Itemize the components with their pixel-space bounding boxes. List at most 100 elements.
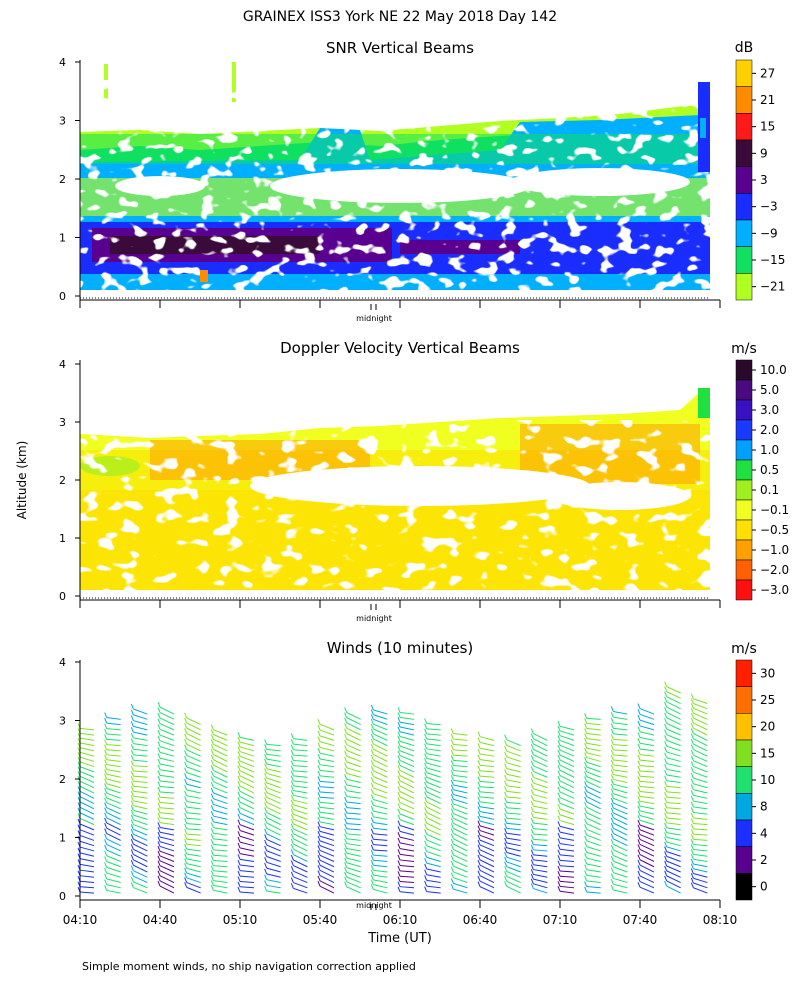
wind-barb	[133, 795, 148, 799]
wind-barb	[639, 725, 655, 731]
wind-barb-flag	[184, 823, 188, 830]
wind-barb-flag	[104, 812, 108, 818]
wind-barb	[613, 854, 628, 862]
wind-barb-flag	[504, 823, 508, 829]
wind-barb	[666, 875, 681, 883]
wind-barb	[106, 817, 121, 826]
wind-barb-flag	[237, 780, 241, 787]
wind-barb	[319, 806, 335, 810]
wind-barb-flag	[584, 728, 588, 734]
wind-barb-flag	[397, 707, 401, 713]
wind-barb	[506, 861, 521, 868]
wind-barb	[79, 790, 95, 799]
wind-barb-flag	[450, 749, 454, 756]
wind-barb-flag	[450, 823, 454, 829]
wind-barb	[239, 858, 255, 862]
wind-barb	[79, 869, 95, 873]
wind-barb	[373, 754, 388, 762]
wind-barb	[666, 691, 681, 699]
wind-barb-flag	[104, 749, 108, 755]
wind-barb-flag	[664, 723, 668, 730]
wind-barb	[373, 884, 388, 889]
wind-barb-flag	[290, 833, 294, 840]
wind-barb-flag	[690, 717, 694, 724]
wind-barb	[266, 792, 281, 799]
wind-barb-flag	[504, 740, 508, 746]
wind-barb	[266, 743, 281, 747]
wind-barb-flag	[424, 767, 428, 773]
wind-barb-flag	[317, 855, 321, 861]
wind-barb	[319, 864, 335, 873]
wind-barb	[559, 820, 575, 826]
wind-barb-flag	[344, 756, 348, 763]
snr-colorbar-label: −3	[760, 200, 778, 214]
wind-barb-flag	[477, 786, 481, 793]
wind-barb	[373, 827, 388, 831]
wind-barb	[639, 719, 655, 726]
wind-barb	[346, 867, 361, 873]
wind-barb	[186, 848, 201, 852]
wind-barb-flag	[557, 781, 561, 787]
wind-barb	[479, 811, 495, 815]
wind-barb	[559, 725, 575, 731]
wind-barb-flag	[157, 855, 161, 861]
wind-barb-flag	[397, 745, 401, 751]
wind-barb-flag	[344, 818, 348, 824]
wind-barb-flag	[157, 729, 161, 736]
wind-barb	[639, 800, 655, 805]
wind-barb-flag	[237, 813, 241, 820]
wind-barb-flag	[610, 812, 614, 819]
wind-barb	[426, 828, 441, 836]
wind-barb-flag	[290, 780, 294, 786]
wind-barb-flag	[557, 725, 561, 732]
wind-barb-flag	[157, 764, 161, 770]
wind-barb	[266, 850, 281, 857]
wind-barb-flag	[664, 758, 668, 764]
wind-barb-flag	[397, 736, 401, 742]
wind-barb-flag	[210, 865, 214, 871]
wind-barb-flag	[690, 839, 694, 845]
wind-barb	[133, 887, 148, 894]
snr-colorbar-unit: dB	[735, 40, 754, 56]
wind-barb	[293, 870, 308, 878]
wind-barb	[693, 722, 708, 731]
wind-barb	[213, 781, 228, 789]
wind-barb	[266, 806, 281, 815]
wind-barb-flag	[130, 776, 134, 782]
wind-barb	[213, 815, 228, 820]
wind-barb	[239, 891, 255, 894]
wind-barb	[586, 851, 601, 857]
wind-barb-flag	[637, 859, 641, 866]
wind-barb-flag	[477, 791, 481, 798]
wind-barb	[586, 823, 601, 831]
wind-barb-flag	[584, 864, 588, 870]
wind-barb	[239, 812, 255, 820]
wind-barb-flag	[237, 775, 241, 782]
wind-barb-flag	[424, 834, 428, 841]
wind-barb-flag	[690, 749, 694, 756]
wind-barb-flag	[104, 788, 108, 794]
wind-barb-flag	[290, 818, 294, 825]
wind-barb-flag	[610, 711, 614, 718]
wind-barb-flag	[184, 728, 188, 734]
wind-barb-flag	[210, 749, 214, 755]
wind-barb-flag	[424, 762, 428, 769]
wind-barb-flag	[664, 860, 668, 867]
wind-barb	[426, 817, 441, 826]
wind-barb	[426, 786, 441, 794]
doppler-y-tick-label: 0	[59, 590, 66, 603]
wind-barb-flag	[557, 721, 561, 727]
wind-barb	[586, 791, 601, 799]
wind-barb	[319, 796, 335, 799]
wind-barb	[133, 805, 148, 810]
wind-barb-flag	[130, 749, 134, 756]
wind-barb	[159, 822, 175, 826]
wind-barb	[239, 824, 255, 831]
wind-barb-flag	[264, 874, 268, 880]
wind-barb-flag	[584, 824, 588, 830]
wind-barb-flag	[557, 849, 561, 856]
wind-barb-flag	[317, 826, 321, 832]
wind-barb	[266, 782, 281, 789]
wind-barb-flag	[264, 857, 268, 863]
wind-barb	[186, 717, 201, 726]
